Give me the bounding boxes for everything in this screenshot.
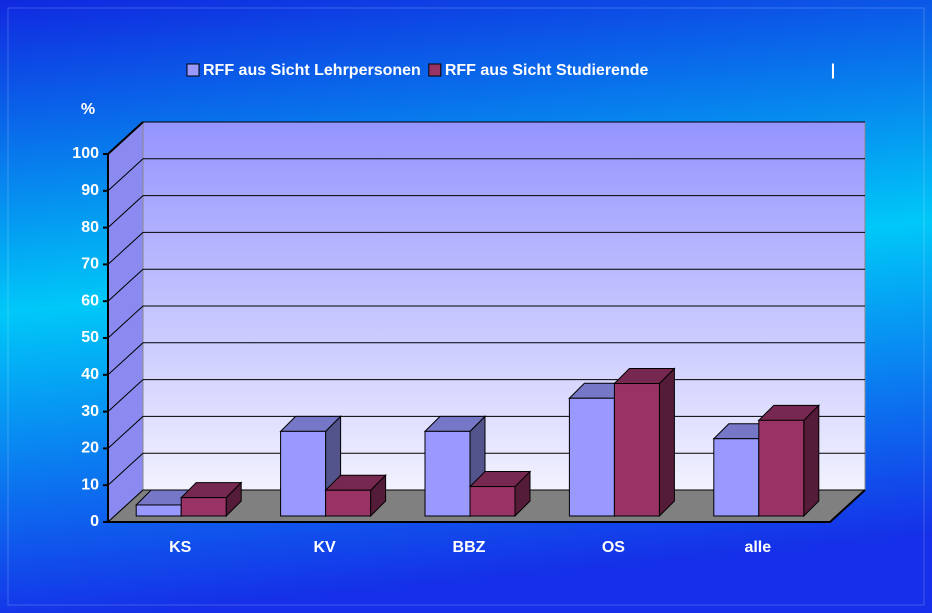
x-tick-label: BBZ xyxy=(453,539,486,556)
y-tick-label: 10 xyxy=(81,476,99,493)
grid-line-side xyxy=(107,416,144,449)
legend-separator: | xyxy=(831,62,835,79)
bar xyxy=(325,489,372,517)
bar xyxy=(613,383,660,517)
bar xyxy=(713,438,760,517)
grid-line-side xyxy=(107,305,144,339)
x-tick-label: KV xyxy=(313,539,336,556)
bar xyxy=(424,430,471,517)
y-tick-label: 50 xyxy=(81,329,99,346)
grid-line-side xyxy=(107,232,144,265)
y-tick-label: 70 xyxy=(81,256,99,273)
legend-swatch xyxy=(428,63,442,77)
bar xyxy=(280,430,327,517)
y-tick-label: 20 xyxy=(81,440,99,457)
bar xyxy=(469,486,516,517)
bar xyxy=(568,397,615,517)
y-tick-label: 90 xyxy=(81,182,99,199)
y-tick-label: 100 xyxy=(72,145,99,162)
x-tick-label: alle xyxy=(744,539,771,556)
bar xyxy=(135,504,182,517)
grid-line-side xyxy=(107,489,144,523)
x-tick-label: KS xyxy=(169,539,192,556)
y-tick-label: 40 xyxy=(81,366,99,383)
x-tick-label: OS xyxy=(602,539,625,556)
y-tick-label: 60 xyxy=(81,292,99,309)
legend-swatch xyxy=(186,63,200,77)
grid-line-side xyxy=(107,452,144,486)
bar xyxy=(758,419,805,517)
legend-label: RFF aus Sicht Lehrpersonen xyxy=(203,62,421,79)
y-tick-label: 0 xyxy=(90,513,99,530)
y-tick-label: 80 xyxy=(81,219,99,236)
x-axis xyxy=(108,489,866,523)
bar-side xyxy=(803,404,820,518)
bar-side xyxy=(658,367,675,518)
y-tick-label: 30 xyxy=(81,403,99,420)
grid-line-side xyxy=(107,379,144,412)
grid-line-side xyxy=(107,158,144,192)
grid-line-side xyxy=(107,268,144,302)
frame xyxy=(7,7,925,606)
bar xyxy=(180,497,227,517)
legend-label: RFF aus Sicht Studierende xyxy=(445,62,649,79)
y-axis xyxy=(107,121,144,522)
grid-line-side xyxy=(107,342,144,376)
y-axis-label: % xyxy=(81,101,95,118)
grid-line-side xyxy=(107,195,144,228)
